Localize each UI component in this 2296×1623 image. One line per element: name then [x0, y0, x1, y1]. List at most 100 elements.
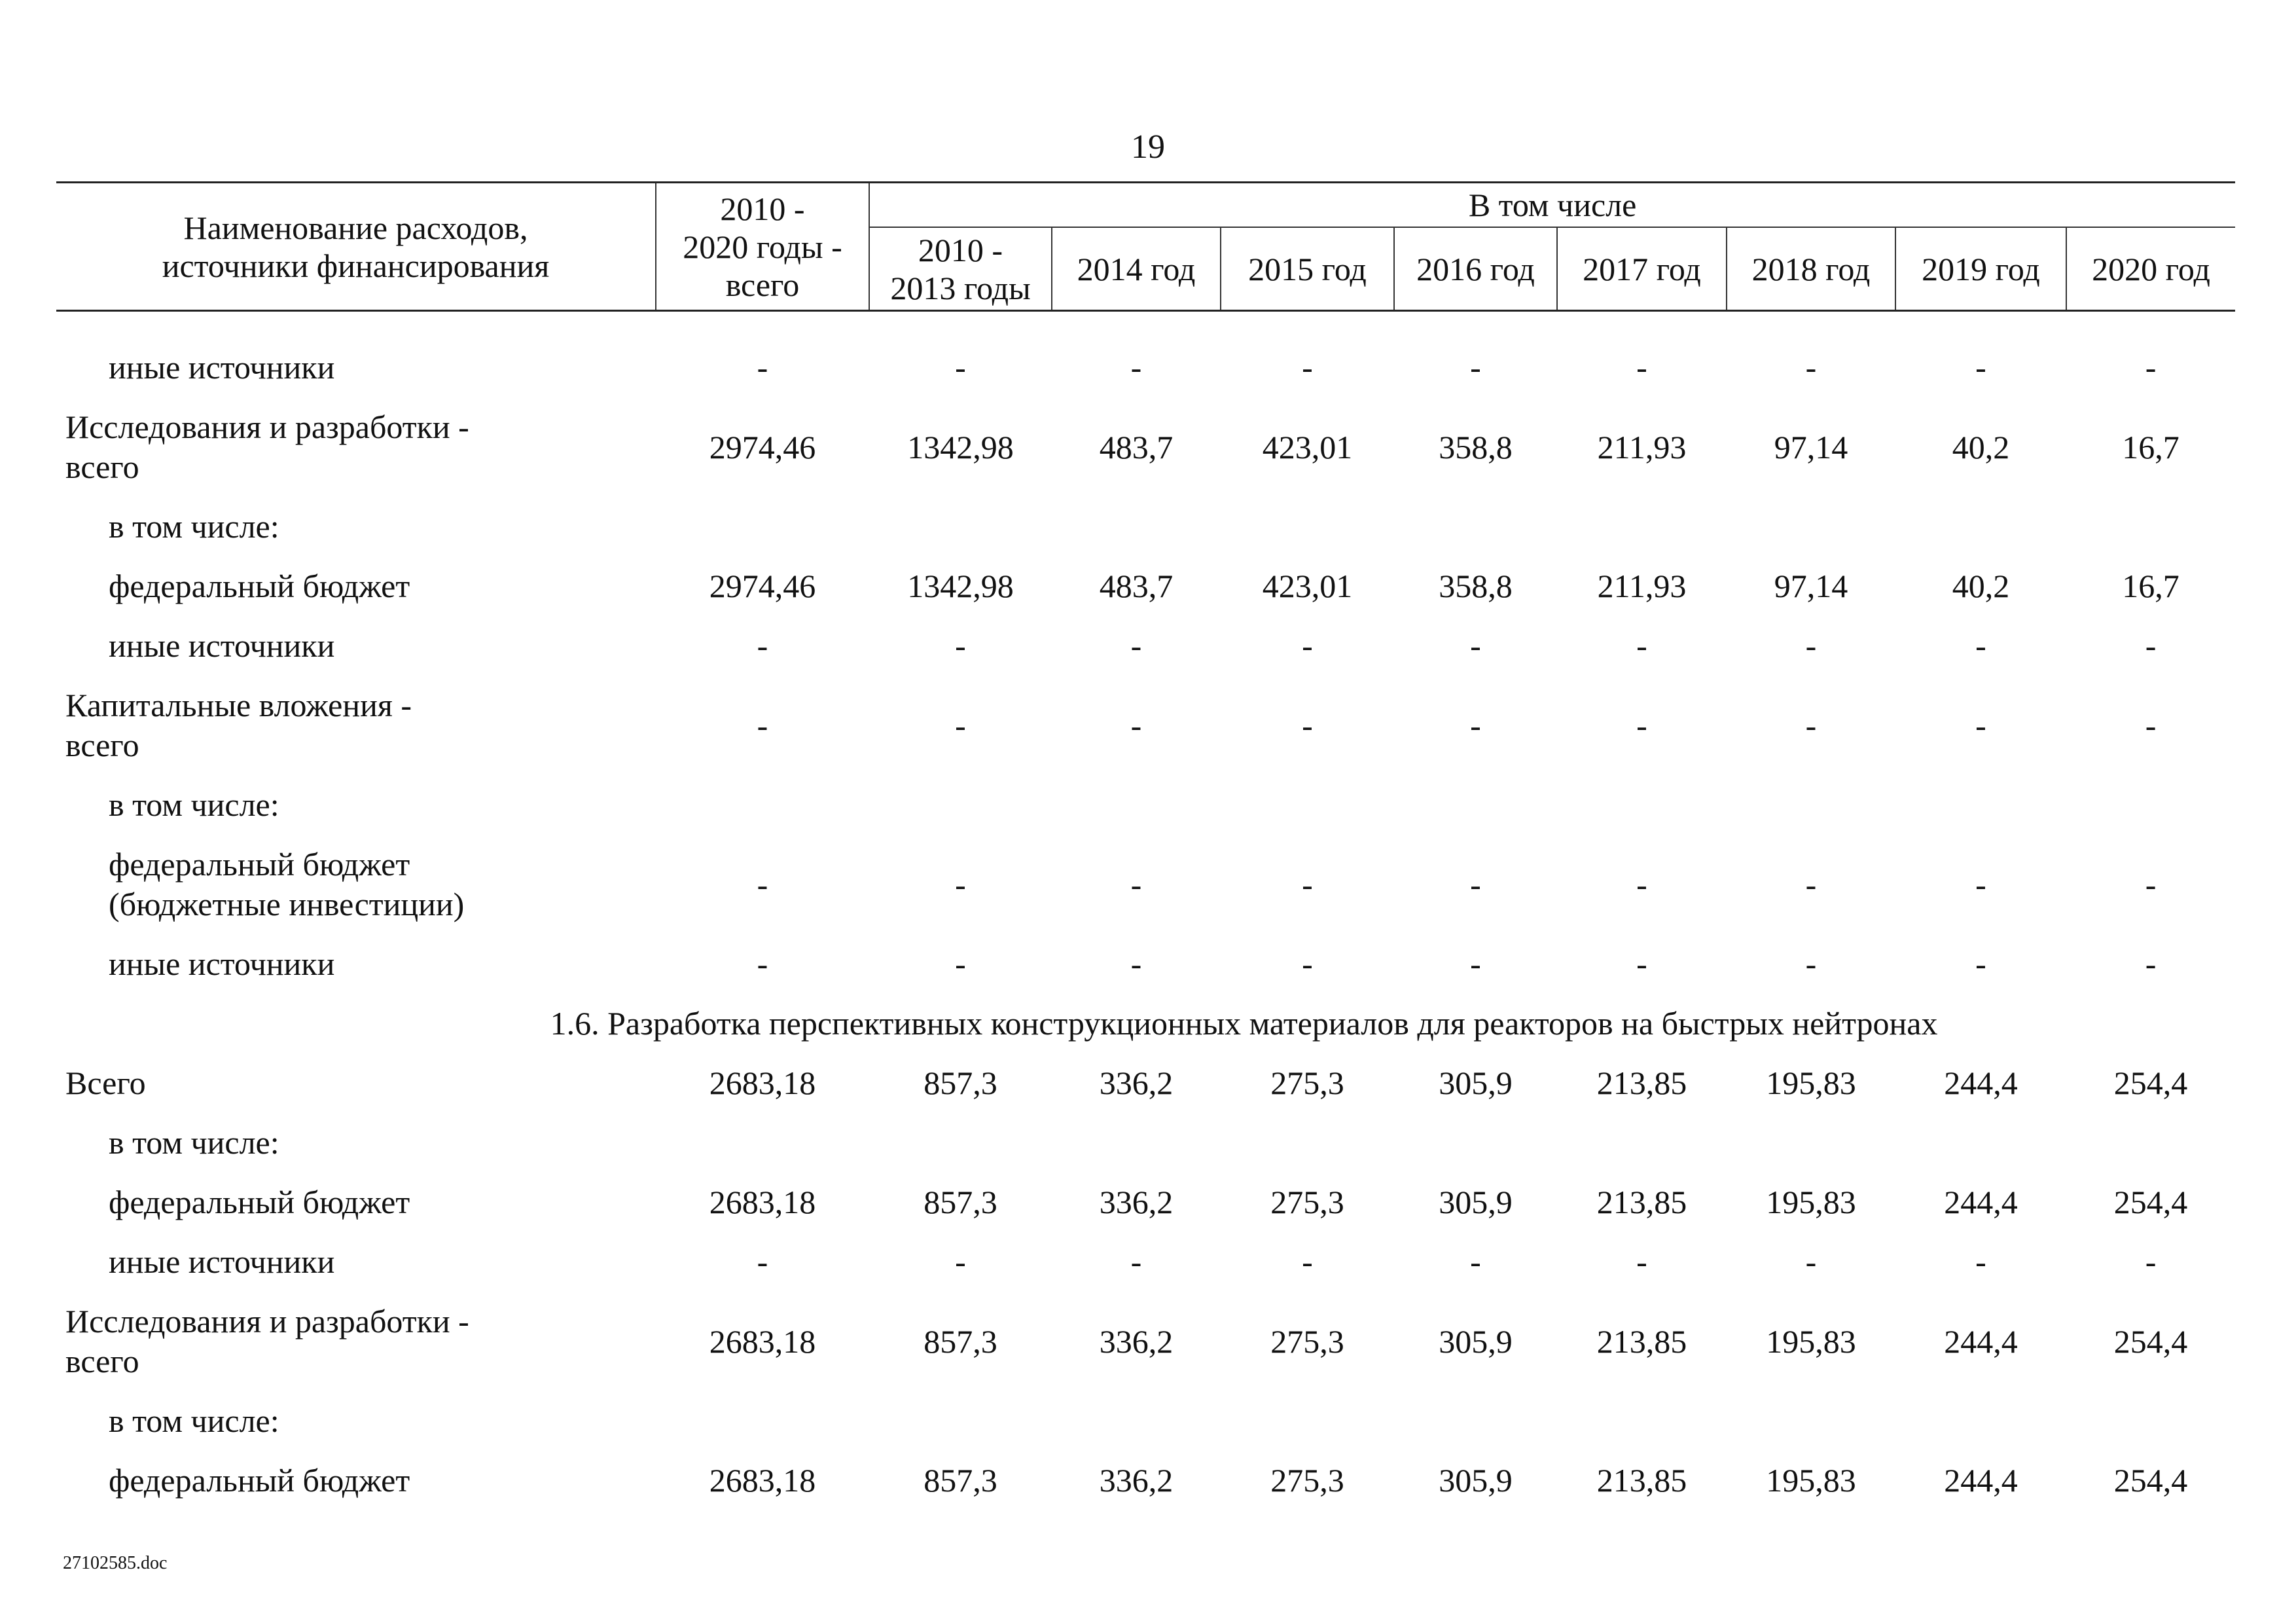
empty-cell — [1895, 1113, 2066, 1173]
value-cell: - — [1975, 349, 1986, 386]
value-cell: 213,85 — [1596, 1184, 1687, 1220]
value-cell: - — [2145, 1243, 2157, 1280]
empty-cell — [1727, 497, 1895, 556]
value-cell: - — [1805, 706, 1817, 744]
empty-cell — [1221, 775, 1394, 835]
table-row: в том числе: — [56, 497, 2235, 556]
value-cell: 2683,18 — [709, 1065, 816, 1101]
value-cell: 195,83 — [1766, 1184, 1856, 1220]
value-cell: 275,3 — [1270, 1065, 1344, 1101]
value-cell: - — [955, 627, 966, 664]
empty-cell — [1727, 775, 1895, 835]
row-label: Исследования и разработки - всего — [65, 409, 469, 485]
empty-cell — [869, 1113, 1052, 1173]
table-row: Всего 2683,18 857,3 336,2 275,3 305,9 213,85 19… — [56, 1053, 2235, 1113]
value-cell: 244,4 — [1944, 1322, 2018, 1360]
empty-cell — [1221, 1391, 1394, 1451]
value-cell: - — [955, 945, 966, 982]
empty-cell — [1052, 1113, 1221, 1173]
value-cell: 195,83 — [1766, 1462, 1856, 1499]
empty-cell — [1221, 497, 1394, 556]
value-cell: 244,4 — [1944, 1065, 2018, 1101]
value-cell: - — [1470, 349, 1481, 386]
value-cell: - — [1302, 945, 1313, 982]
value-cell: - — [757, 866, 768, 903]
value-cell: 275,3 — [1270, 1322, 1344, 1360]
row-label: в том числе: — [109, 1124, 279, 1161]
value-cell: - — [1636, 349, 1647, 386]
value-cell: - — [1302, 866, 1313, 903]
header-row: Наименование расходов, источники финанси… — [56, 181, 2236, 312]
empty-cell — [1394, 497, 1557, 556]
value-cell: 213,85 — [1596, 1065, 1687, 1101]
row-label: Капитальные вложения - всего — [65, 687, 412, 763]
value-cell: - — [1302, 706, 1313, 744]
page-number: 19 — [1131, 128, 1165, 166]
row-label: федеральный бюджет — [109, 1462, 410, 1499]
row-label: иные источники — [109, 349, 335, 386]
value-cell: 16,7 — [2122, 428, 2179, 465]
value-cell: - — [757, 706, 768, 744]
value-cell: - — [955, 866, 966, 903]
value-cell: - — [1636, 627, 1647, 664]
header-cell: 2018 год — [1726, 227, 1895, 312]
value-cell: - — [1302, 1243, 1313, 1280]
value-cell: 40,2 — [1952, 428, 2010, 465]
value-cell: 423,01 — [1262, 568, 1353, 604]
row-label: иные источники — [109, 627, 335, 664]
header-cell: 2010 - 2013 годы — [869, 227, 1052, 312]
value-cell: - — [1636, 1243, 1647, 1280]
value-cell: 275,3 — [1270, 1184, 1344, 1220]
value-cell: - — [955, 706, 966, 744]
value-cell: 211,93 — [1597, 428, 1687, 465]
value-cell: 423,01 — [1262, 428, 1353, 465]
value-cell: - — [955, 1243, 966, 1280]
row-label: в том числе: — [109, 1402, 279, 1439]
value-cell: 2683,18 — [709, 1462, 816, 1499]
row-label: федеральный бюджет — [109, 1184, 410, 1220]
empty-cell — [1557, 775, 1727, 835]
header-cell: 2017 год — [1556, 227, 1727, 312]
header-cell: 2014 год — [1051, 227, 1221, 312]
value-cell: 305,9 — [1439, 1322, 1513, 1360]
value-cell: 336,2 — [1099, 1322, 1174, 1360]
empty-cell — [1557, 1391, 1727, 1451]
header-cell: Наименование расходов, источники финанси… — [56, 181, 656, 312]
empty-cell — [1557, 497, 1727, 556]
table-row: федеральный бюджет 2974,46 1342,98 483,7 423… — [56, 556, 2235, 616]
value-cell: 857,3 — [924, 1322, 997, 1360]
value-cell: 483,7 — [1099, 428, 1174, 465]
value-cell: 195,83 — [1766, 1322, 1856, 1360]
empty-cell — [2066, 1113, 2235, 1173]
value-cell: 254,4 — [2113, 1322, 2188, 1360]
row-label: Всего — [65, 1065, 146, 1101]
empty-cell — [1394, 1113, 1557, 1173]
value-cell: - — [757, 627, 768, 664]
empty-cell — [1052, 775, 1221, 835]
value-cell: 358,8 — [1439, 568, 1513, 604]
value-cell: 2974,46 — [709, 428, 816, 465]
value-cell: - — [2145, 945, 2157, 982]
header-cell: 2010 - 2020 годы - всего — [655, 181, 869, 312]
value-cell: - — [757, 349, 768, 386]
row-label: иные источники — [109, 945, 335, 982]
header-cell: 2020 год — [2065, 227, 2236, 312]
value-cell: 336,2 — [1099, 1184, 1174, 1220]
header-group: В том числе — [868, 181, 2236, 228]
value-cell: - — [2145, 627, 2157, 664]
value-cell: 336,2 — [1099, 1462, 1174, 1499]
value-cell: - — [955, 349, 966, 386]
header-row: 2010 - 2013 годы 2014 год 2015 год 2016 год… — [56, 227, 2236, 312]
table-row: в том числе: — [56, 1113, 2235, 1173]
value-cell: 2683,18 — [709, 1184, 816, 1220]
value-cell: 305,9 — [1439, 1462, 1513, 1499]
value-cell: - — [1470, 866, 1481, 903]
value-cell: 275,3 — [1270, 1462, 1344, 1499]
table-row: в том числе: — [56, 1391, 2235, 1451]
empty-cell — [1052, 1391, 1221, 1451]
value-cell: - — [1805, 945, 1817, 982]
value-cell: 305,9 — [1439, 1065, 1513, 1101]
footer: 27102585.doc — [63, 1553, 168, 1573]
value-cell: 213,85 — [1596, 1462, 1687, 1499]
